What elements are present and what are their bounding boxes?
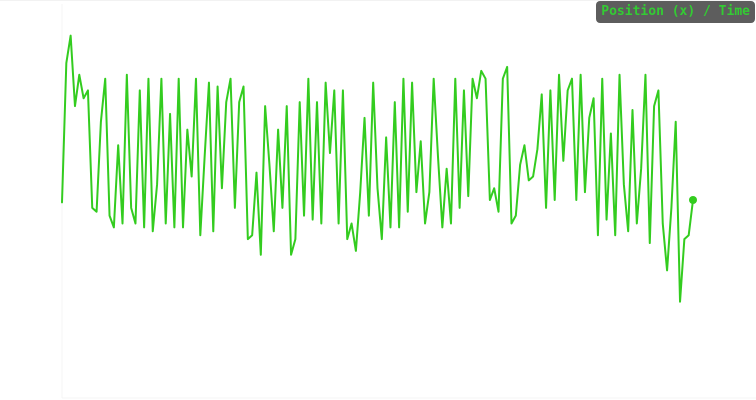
series-layer	[61, 34, 697, 303]
legend-badge: Position (x) / Time	[596, 1, 755, 23]
series-end-marker-0	[689, 196, 697, 204]
series-line-0	[61, 34, 694, 303]
